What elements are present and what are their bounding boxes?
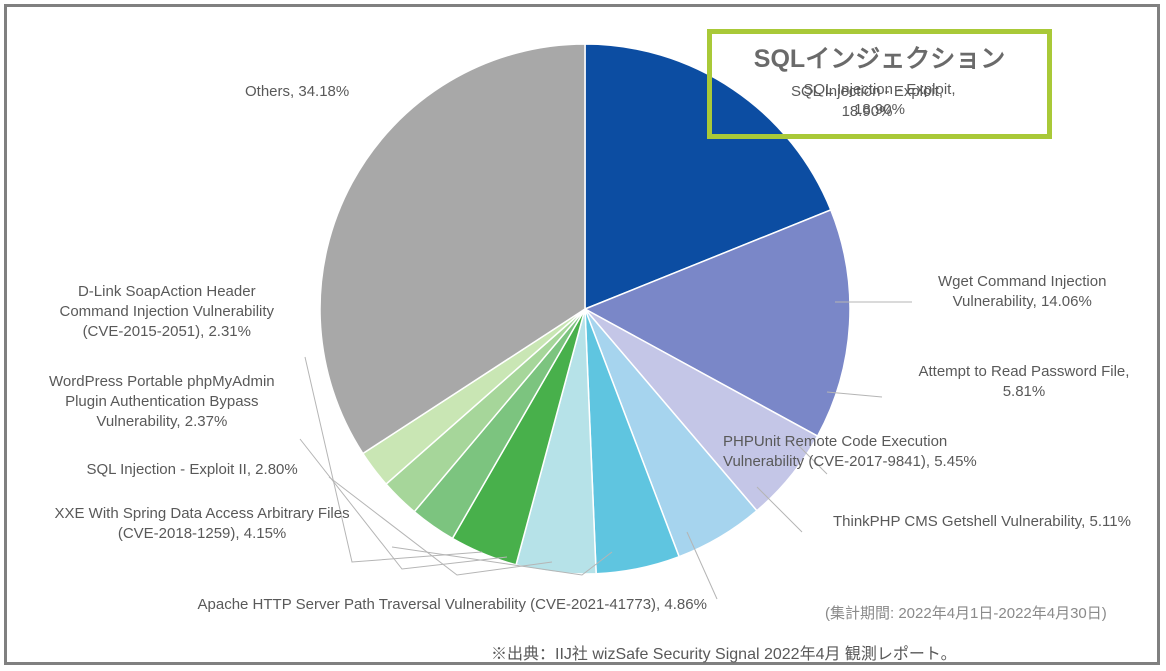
- slice-label: SQL Injection - Exploit II, 2.80%: [87, 460, 298, 480]
- slice-label: XXE With Spring Data Access Arbitrary Fi…: [55, 504, 350, 545]
- slice-label: D-Link SoapAction Header Command Injecti…: [60, 282, 275, 343]
- source-footnote: ※出典：IIJ社 wizSafe Security Signal 2022年4月…: [491, 640, 957, 664]
- slice-label: Attempt to Read Password File, 5.81%: [919, 362, 1130, 403]
- highlight-title: SQLインジェクション: [712, 44, 1047, 74]
- pie-chart: SQL Injection - Exploit, 18.90% Wget Comm…: [7, 7, 1157, 662]
- slice-label: Others, 34.18%: [245, 82, 349, 102]
- highlight-sub: SQL Injection - Exploit, 18.90%: [712, 80, 1047, 121]
- slice-label: Apache HTTP Server Path Traversal Vulner…: [198, 595, 707, 615]
- slice-label: ThinkPHP CMS Getshell Vulnerability, 5.1…: [833, 512, 1131, 532]
- slice-label: PHPUnit Remote Code Execution Vulnerabil…: [723, 432, 977, 473]
- slice-label: Wget Command Injection Vulnerability, 14…: [938, 272, 1106, 313]
- chart-frame: SQL Injection - Exploit, 18.90% Wget Comm…: [4, 4, 1160, 665]
- slice-label: WordPress Portable phpMyAdmin Plugin Aut…: [49, 372, 275, 433]
- period-note: (集計期間: 2022年4月1日-2022年4月30日): [825, 602, 1107, 623]
- highlight-box: SQLインジェクション SQL Injection - Exploit, 18.…: [707, 29, 1052, 139]
- leader-line: [757, 487, 802, 532]
